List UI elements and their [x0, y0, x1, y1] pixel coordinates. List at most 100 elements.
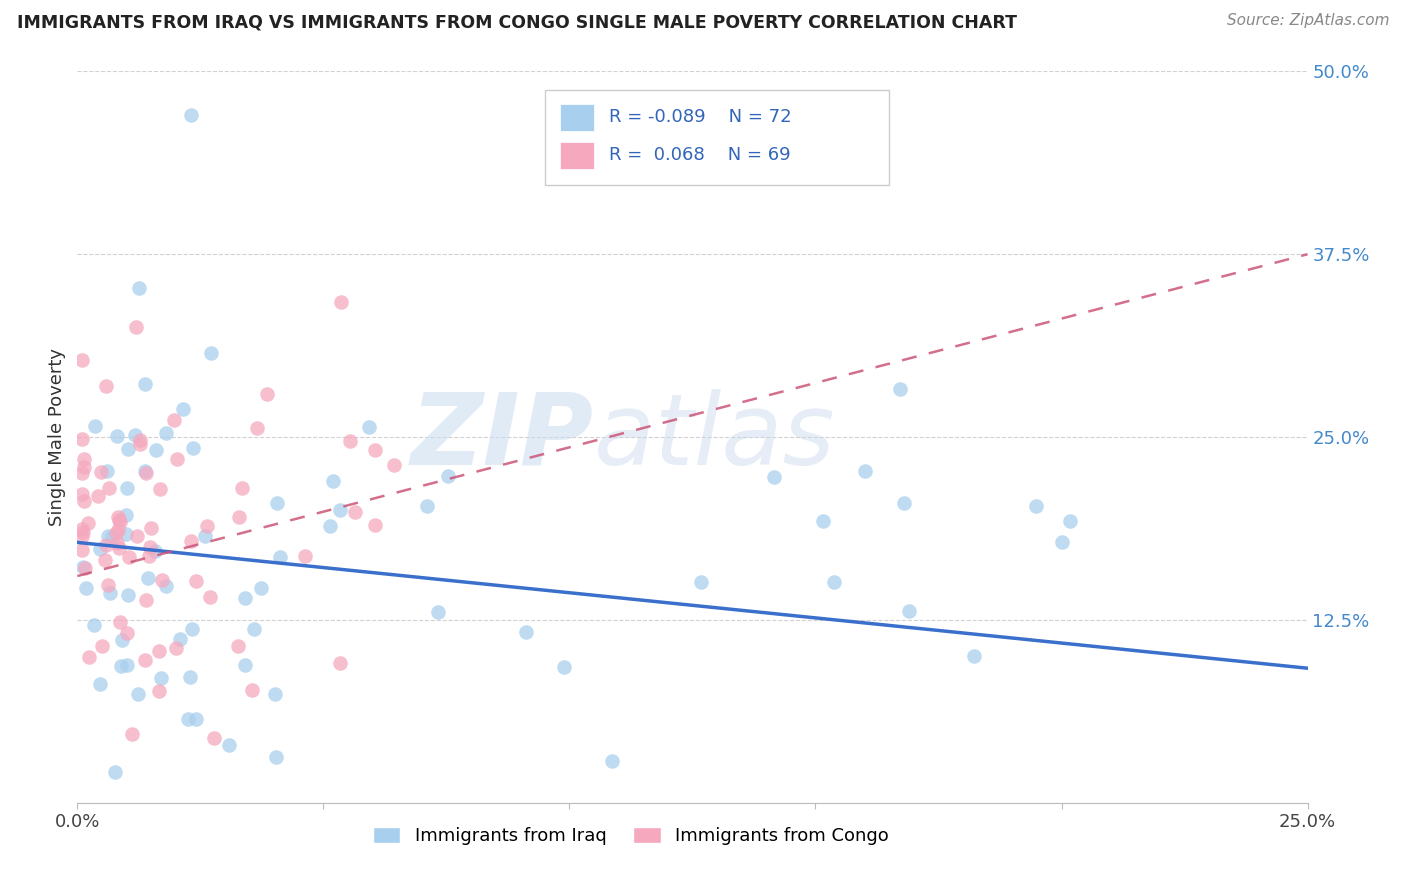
Point [70, 486, 93, 500]
Point [150, 574, 173, 588]
Point [70, 529, 93, 543]
Point [149, 482, 172, 496]
Point [823, 574, 845, 589]
Point [72, 524, 94, 539]
Point [339, 434, 361, 448]
Point [107, 523, 129, 537]
Point [177, 712, 200, 726]
Point [105, 429, 128, 443]
FancyBboxPatch shape [560, 103, 595, 131]
Point [600, 755, 623, 769]
Point [515, 624, 537, 639]
Point [172, 401, 194, 416]
Point [148, 644, 170, 658]
Point [149, 671, 172, 685]
Text: atlas: atlas [595, 389, 835, 485]
Point [226, 639, 249, 653]
Point [128, 436, 150, 450]
Point [110, 615, 132, 629]
Point [117, 442, 139, 456]
Point [115, 481, 138, 495]
Point [246, 421, 269, 435]
Point [364, 442, 387, 457]
Point [97, 528, 120, 542]
Point [125, 320, 148, 334]
Point [90, 465, 112, 479]
Point [75, 582, 97, 596]
Point [70, 432, 93, 446]
Point [1059, 514, 1081, 528]
Point [363, 517, 385, 532]
Point [813, 514, 835, 528]
Point [73, 460, 96, 475]
Point [104, 525, 127, 540]
Point [101, 530, 124, 544]
Point [108, 513, 131, 527]
Point [181, 441, 204, 455]
Point [73, 561, 96, 575]
Point [111, 632, 134, 647]
Point [70, 352, 93, 367]
Point [235, 591, 257, 605]
Point [202, 731, 225, 745]
Point [898, 604, 921, 618]
Point [690, 575, 713, 590]
Point [1050, 534, 1073, 549]
Point [115, 626, 138, 640]
Point [138, 549, 160, 563]
Point [93, 553, 115, 567]
Point [148, 684, 170, 698]
Point [70, 542, 93, 557]
Text: ZIP: ZIP [411, 389, 595, 485]
Point [103, 764, 125, 779]
Point [127, 687, 149, 701]
Point [249, 581, 271, 595]
Point [1025, 499, 1047, 513]
Point [77, 650, 100, 665]
Point [128, 281, 150, 295]
Point [357, 420, 380, 434]
Point [231, 482, 253, 496]
Text: R = -0.089    N = 72: R = -0.089 N = 72 [609, 109, 792, 127]
Point [134, 377, 156, 392]
Point [256, 387, 278, 401]
Point [180, 108, 202, 122]
Point [97, 578, 120, 592]
FancyBboxPatch shape [546, 90, 890, 185]
Point [110, 515, 132, 529]
Legend: Immigrants from Iraq, Immigrants from Congo: Immigrants from Iraq, Immigrants from Co… [366, 820, 896, 852]
Point [427, 605, 450, 619]
Point [163, 413, 186, 427]
Point [266, 496, 288, 510]
Point [125, 528, 148, 542]
Y-axis label: Single Male Poverty: Single Male Poverty [48, 348, 66, 526]
Point [180, 622, 202, 636]
Point [416, 499, 439, 513]
Point [200, 346, 222, 360]
Point [963, 649, 986, 664]
Point [70, 522, 93, 536]
Point [135, 592, 157, 607]
Point [89, 677, 111, 691]
Point [169, 632, 191, 647]
Text: IMMIGRANTS FROM IRAQ VS IMMIGRANTS FROM CONGO SINGLE MALE POVERTY CORRELATION CH: IMMIGRANTS FROM IRAQ VS IMMIGRANTS FROM … [17, 13, 1017, 31]
Point [86, 489, 108, 503]
Point [73, 493, 96, 508]
Point [96, 465, 118, 479]
Point [330, 295, 353, 310]
Point [107, 510, 129, 524]
Point [198, 590, 221, 604]
Point [194, 529, 217, 543]
Point [228, 510, 250, 524]
Point [89, 542, 111, 557]
Point [853, 464, 876, 478]
Point [100, 586, 122, 600]
Point [124, 428, 146, 442]
Point [179, 670, 201, 684]
Point [118, 550, 141, 565]
Point [105, 535, 128, 549]
Point [143, 543, 166, 558]
Point [165, 640, 187, 655]
Point [382, 458, 405, 472]
Point [243, 623, 266, 637]
